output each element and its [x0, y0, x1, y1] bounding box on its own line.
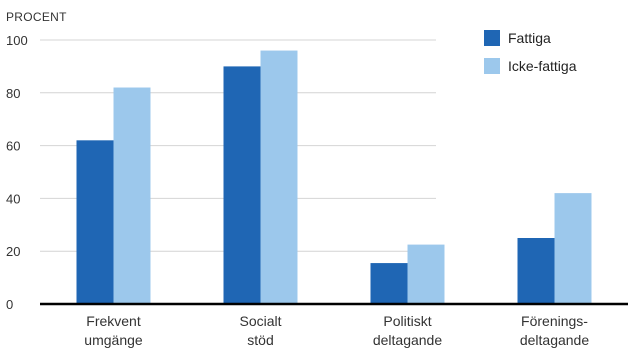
legend-swatch	[484, 30, 500, 46]
bar-icke-fattiga	[407, 244, 445, 304]
bar-fattiga	[223, 66, 261, 305]
bar-icke-fattiga	[554, 193, 592, 304]
x-tick-label: stöd	[247, 332, 273, 348]
bar-fattiga	[76, 140, 114, 304]
x-tick-label: deltagande	[373, 332, 443, 348]
x-tick-label: deltagande	[520, 332, 590, 348]
y-tick-label: 80	[6, 86, 20, 101]
legend: Fattiga Icke-fattiga	[484, 30, 577, 74]
y-tick-label: 60	[6, 139, 20, 154]
legend-label: Fattiga	[508, 30, 551, 46]
y-tick-label: 20	[6, 244, 20, 259]
x-tick-label: Förenings-	[521, 313, 588, 329]
bar-fattiga	[517, 238, 555, 304]
legend-label: Icke-fattiga	[508, 58, 577, 74]
y-unit-label: PROCENT	[6, 10, 67, 24]
y-tick-labels: 0 20 40 60 80 100	[6, 33, 28, 312]
x-tick-label: Politiskt	[383, 313, 431, 329]
x-tick-labels: Frekvent umgänge Socialt stöd Politiskt delta…	[84, 313, 589, 348]
bar-icke-fattiga	[260, 50, 298, 305]
x-tick-label: Socialt	[239, 313, 281, 329]
bars	[76, 50, 592, 305]
y-tick-label: 40	[6, 191, 20, 206]
bar-fattiga	[370, 263, 408, 304]
y-tick-label: 100	[6, 33, 28, 48]
x-tick-label: Frekvent	[86, 313, 141, 329]
x-tick-label: umgänge	[84, 332, 143, 348]
y-tick-label: 0	[6, 297, 13, 312]
legend-swatch	[484, 58, 500, 74]
bar-icke-fattiga	[113, 87, 151, 305]
